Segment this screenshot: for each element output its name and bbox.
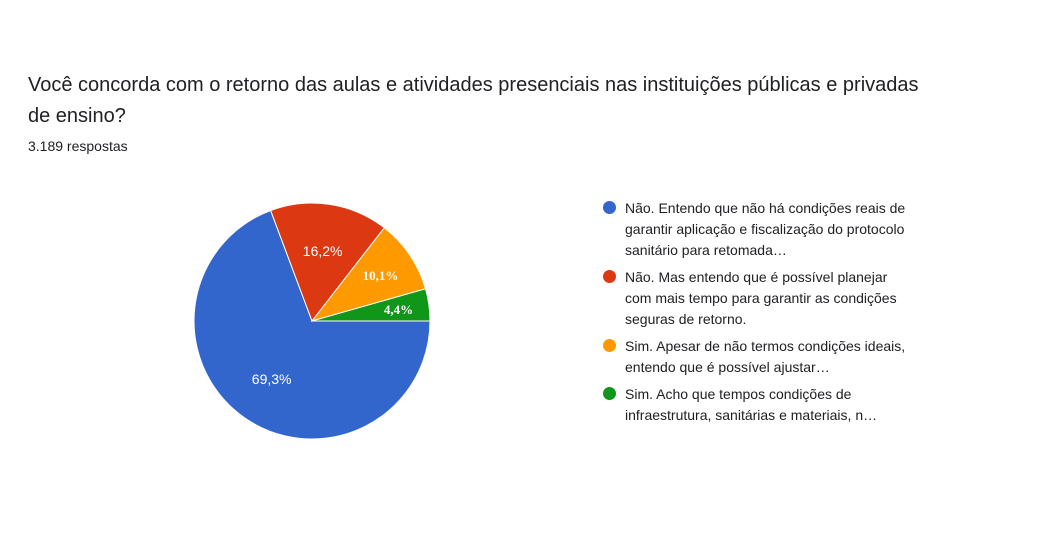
legend-marker	[603, 270, 616, 283]
pie-slice-label-3: 4,4%	[384, 302, 413, 317]
legend-label: Sim. Apesar de não termos condições idea…	[625, 338, 906, 375]
legend-marker	[603, 339, 616, 352]
pie-slice-label-2: 10,1%	[363, 268, 399, 283]
pie-slice-label-0: 69,3%	[252, 371, 292, 387]
legend-item-2[interactable]: Sim. Apesar de não termos condições idea…	[603, 336, 923, 378]
response-count: 3.189 respostas	[28, 138, 128, 154]
legend-marker	[603, 387, 616, 400]
legend-item-1[interactable]: Não. Mas entendo que é possível planejar…	[603, 267, 923, 330]
pie-slice-3[interactable]	[311, 288, 431, 322]
legend-label: Não. Entendo que não há condições reais …	[625, 200, 906, 258]
legend-item-0[interactable]: Não. Entendo que não há condições reais …	[603, 198, 923, 261]
pie-slice-1[interactable]	[269, 202, 386, 323]
legend-label: Não. Mas entendo que é possível planejar…	[625, 269, 897, 327]
legend-marker	[603, 201, 616, 214]
pie-slice-2[interactable]	[310, 227, 427, 322]
legend-item-3[interactable]: Sim. Acho que tempos condições de infrae…	[603, 384, 923, 426]
question-title: Você concorda com o retorno das aulas e …	[28, 74, 919, 127]
chart-legend: Não. Entendo que não há condições reais …	[603, 198, 923, 432]
pie-slice-label-1: 16,2%	[303, 243, 343, 259]
legend-label: Sim. Acho que tempos condições de infrae…	[625, 386, 878, 423]
pie-slice-0[interactable]	[193, 209, 431, 440]
